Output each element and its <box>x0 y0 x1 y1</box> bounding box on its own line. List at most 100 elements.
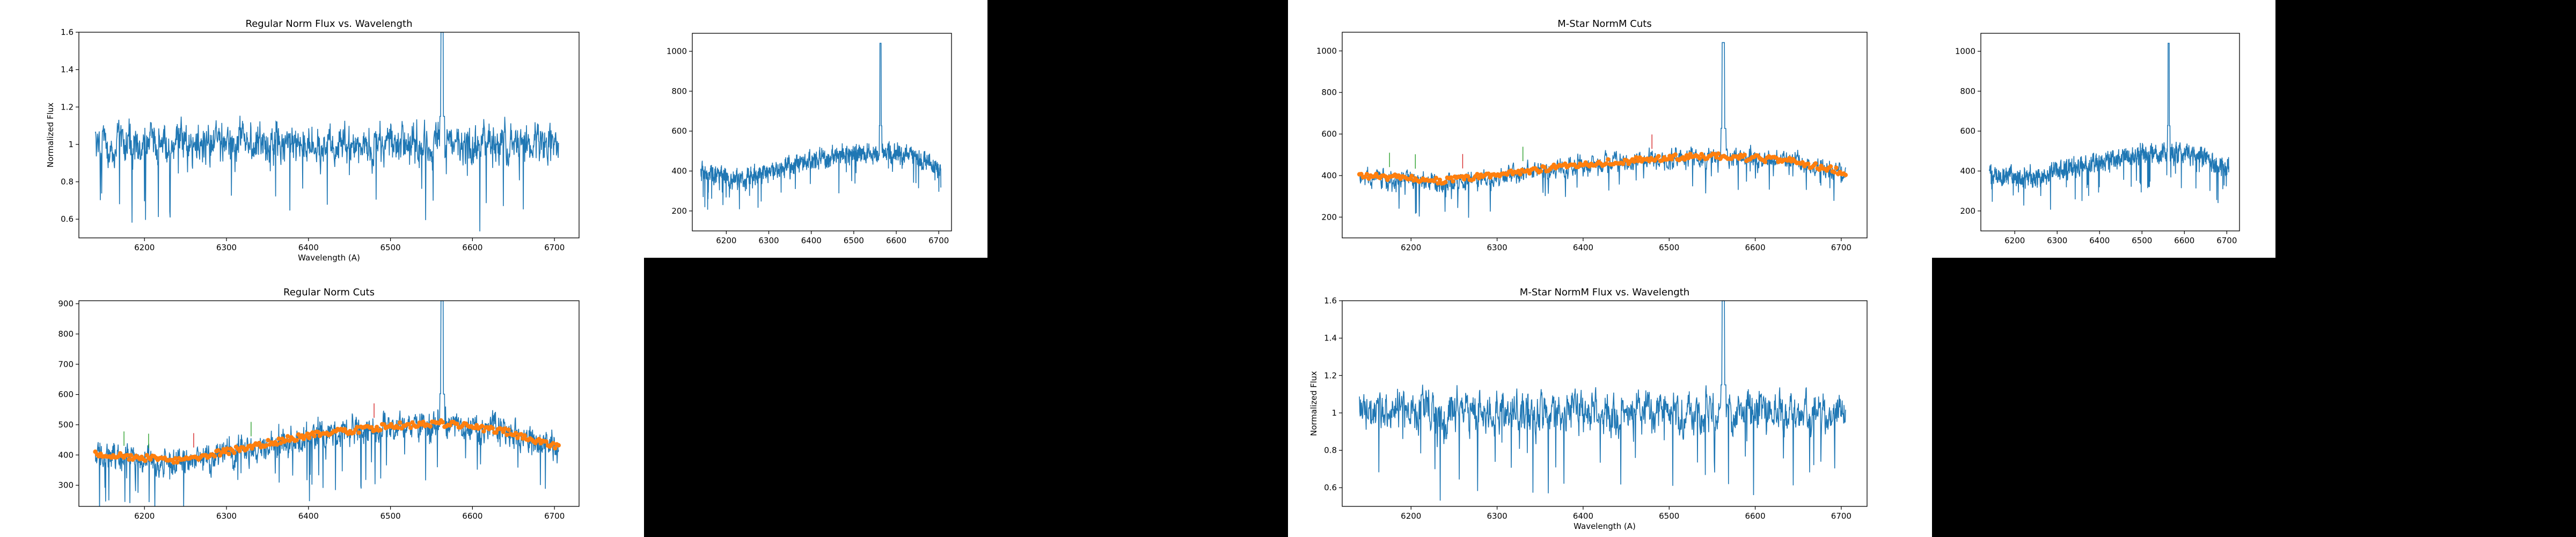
fit-point <box>408 425 413 430</box>
y-tick-label: 1.4 <box>1324 333 1337 343</box>
y-tick-label: 800 <box>1321 88 1337 97</box>
fit-point <box>1632 159 1637 164</box>
x-tick-label: 6300 <box>1487 243 1507 252</box>
fit-point <box>276 436 281 441</box>
fit-point <box>1834 165 1839 170</box>
fit-point <box>481 429 486 434</box>
fit-point <box>1828 164 1833 169</box>
x-tick-label: 6600 <box>462 243 482 252</box>
y-tick-label: 0.6 <box>1324 483 1337 492</box>
fit-point <box>257 440 262 446</box>
blackout-panel-top-right <box>2275 0 2576 258</box>
fit-point <box>1843 172 1848 177</box>
fit-point <box>1552 162 1556 168</box>
x-tick-label: 6700 <box>1831 243 1851 252</box>
fit-point <box>1451 179 1455 184</box>
fit-point <box>1624 158 1629 163</box>
fit-point <box>264 443 269 448</box>
fit-point <box>506 427 511 432</box>
fit-point <box>503 426 508 431</box>
y-axis-label: Normalized Flux <box>46 103 55 168</box>
y-tick-label: 200 <box>1960 206 1975 216</box>
fit-point <box>1364 172 1370 177</box>
fit-point <box>275 442 280 447</box>
x-tick-label: 6200 <box>1401 243 1421 252</box>
x-tick-label: 6200 <box>134 243 155 252</box>
fit-point <box>382 422 386 427</box>
fit-point <box>1436 181 1440 186</box>
fit-point <box>1475 172 1480 177</box>
fit-point <box>1673 152 1678 157</box>
fit-point <box>440 420 445 425</box>
plot-area <box>1357 42 1848 218</box>
fit-point <box>223 449 228 455</box>
chart-title: Regular Norm Cuts <box>283 287 375 298</box>
fit-point <box>1465 174 1470 179</box>
flux-series-line <box>94 301 559 506</box>
axes-frame <box>78 300 580 507</box>
fit-point <box>504 432 509 437</box>
fit-point <box>1806 161 1811 166</box>
y-tick-label: 600 <box>671 126 687 136</box>
x-tick-label: 6400 <box>298 511 319 521</box>
x-tick-label: 6700 <box>544 243 565 252</box>
x-tick-label: 6500 <box>1659 511 1679 521</box>
fit-point <box>1448 175 1453 180</box>
chart-mstar-cuts: 6200 6300 6400 6500 6600 6700 200 400 600 800 1000… <box>1316 18 1868 252</box>
y-axis-label: Normalized Flux <box>1309 371 1319 436</box>
x-tick-label: 6400 <box>2089 236 2110 245</box>
chart-title: M-Star NormM Cuts <box>1557 18 1651 30</box>
x-tick-label: 6600 <box>2174 236 2194 245</box>
y-tick-label: 400 <box>58 450 74 460</box>
fit-point <box>266 438 270 442</box>
fit-point <box>1542 165 1547 170</box>
fit-point <box>294 438 299 442</box>
fit-point <box>501 430 506 434</box>
fit-point <box>1817 167 1822 172</box>
axes-frame <box>1342 300 1868 507</box>
flux-series-line <box>700 42 941 210</box>
plot-area <box>1989 42 2229 210</box>
fit-point <box>1509 168 1513 173</box>
y-tick-label: 700 <box>58 359 74 369</box>
y-tick-label: 200 <box>671 206 687 216</box>
flux-series-line <box>1989 42 2229 210</box>
y-tick-label: 600 <box>1960 126 1975 136</box>
fit-point <box>1433 176 1439 180</box>
fit-point <box>305 431 310 436</box>
chart-title: M-Star NormM Flux vs. Wavelength <box>1520 287 1689 298</box>
x-tick-label: 6400 <box>298 243 319 252</box>
axes-frame <box>1342 32 1868 238</box>
fit-point <box>226 452 231 456</box>
x-tick-label: 6600 <box>886 236 906 245</box>
x-tick-label: 6700 <box>928 236 949 245</box>
y-tick-label: 1.6 <box>61 27 74 37</box>
fit-point <box>127 457 131 462</box>
y-tick-label: 1.4 <box>61 65 74 75</box>
y-tick-label: 200 <box>1321 212 1337 222</box>
flux-series-line <box>94 32 559 231</box>
y-tick-label: 1 <box>1331 408 1337 418</box>
fit-point <box>1686 156 1691 161</box>
y-tick-label: 1.2 <box>1324 371 1337 380</box>
fit-point <box>1737 156 1741 161</box>
x-tick-label: 6400 <box>801 236 822 245</box>
y-tick-label: 1 <box>68 140 74 149</box>
x-axis-label: Wavelength (A) <box>298 253 360 263</box>
fit-point <box>1762 159 1768 164</box>
fit-point <box>479 424 485 429</box>
fit-point <box>225 446 230 451</box>
x-tick-label: 6500 <box>1659 243 1679 252</box>
fit-point <box>1832 170 1837 175</box>
x-tick-label: 6400 <box>1573 243 1593 252</box>
fit-point <box>283 438 288 443</box>
x-tick-label: 6500 <box>2132 236 2152 245</box>
fit-point <box>1621 161 1626 166</box>
y-tick-label: 400 <box>1321 171 1337 180</box>
plot-area <box>94 32 559 231</box>
chart-reg-flux: 6200 6300 6400 6500 6600 6700 0.6 0.8 1 1.2 1.4 1.6… <box>46 18 580 263</box>
fit-point <box>287 438 292 443</box>
fit-point <box>212 454 217 459</box>
fit-point <box>494 430 499 435</box>
x-tick-label: 6300 <box>758 236 779 245</box>
